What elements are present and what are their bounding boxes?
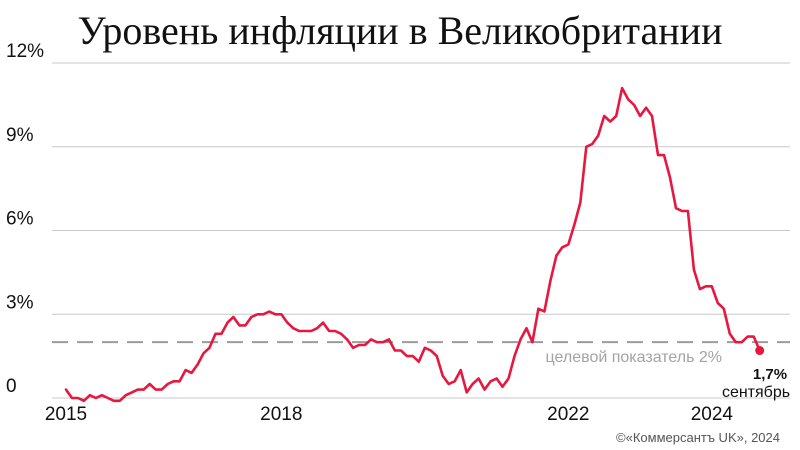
y-tick-label: 6%: [6, 209, 34, 230]
chart-axes: 0 3% 6% 9% 12% 2015 2018 2022 2024: [6, 41, 733, 425]
series-line: [64, 86, 762, 403]
credit-label: ©«Коммерсантъ UK», 2024: [616, 430, 780, 445]
end-value-label: 1,7%: [753, 366, 787, 383]
y-tick-label: 12%: [6, 41, 44, 62]
end-month-label: сентябрь: [722, 384, 790, 401]
x-tick-label: 2024: [691, 404, 734, 425]
y-tick-label: 3%: [6, 292, 34, 313]
y-tick-label: 9%: [6, 125, 34, 146]
x-tick-label: 2018: [260, 404, 302, 425]
chart-gridlines: [52, 62, 790, 399]
end-point-marker: [755, 346, 765, 356]
target-label: целевой показатель 2%: [546, 349, 722, 366]
x-tick-label: 2022: [547, 404, 589, 425]
chart-series: [64, 86, 765, 403]
y-tick-label: 0: [6, 376, 17, 397]
x-tick-label: 2015: [45, 404, 87, 425]
chart-title: Уровень инфляции в Великобритании: [78, 8, 723, 53]
